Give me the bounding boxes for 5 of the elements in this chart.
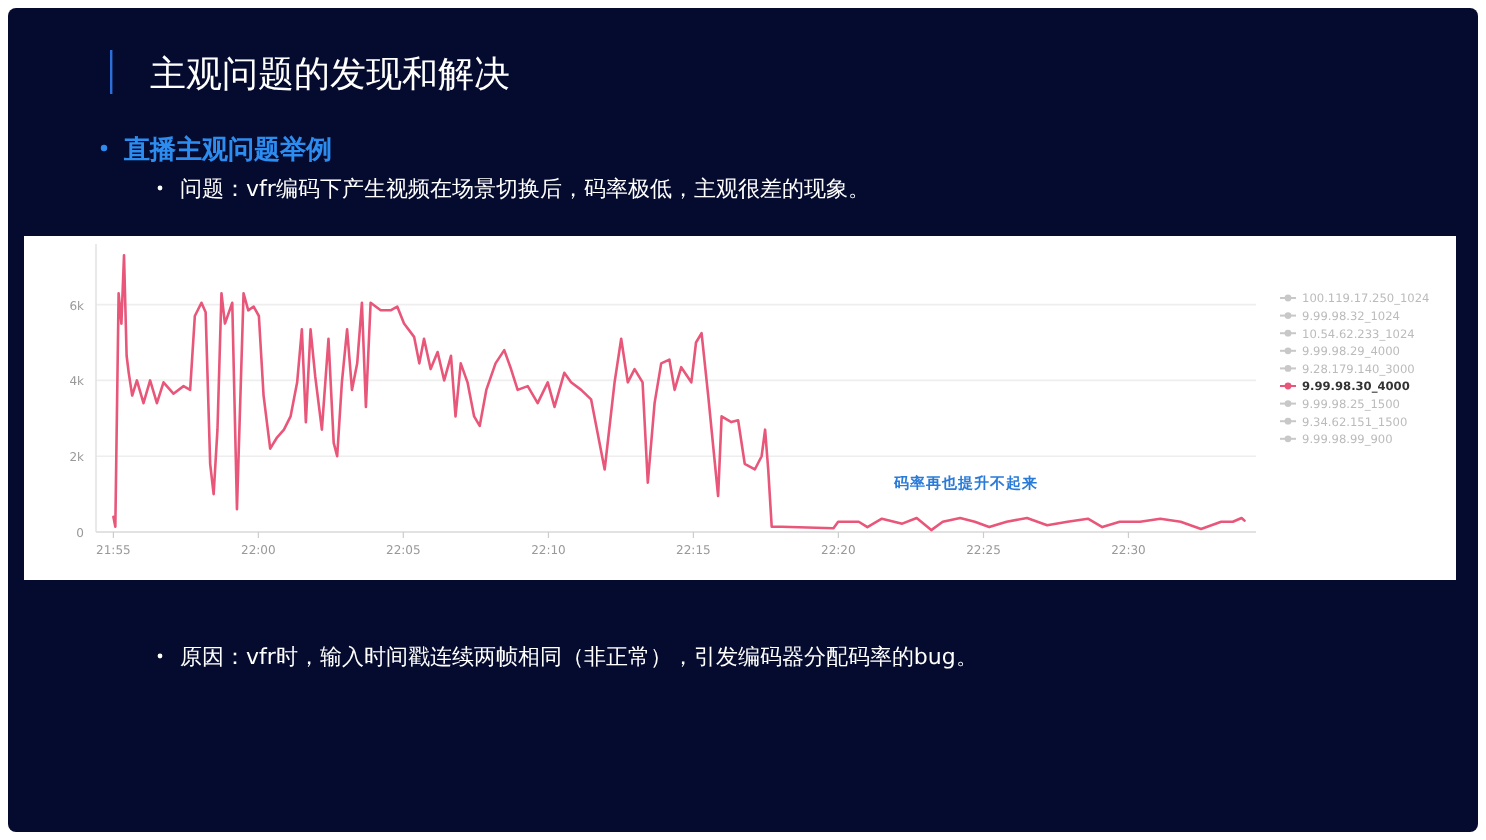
chart-subtitle: 直播主观问题举例	[122, 134, 332, 166]
text: 原因：vfr时，输入时间戳连续两帧相同（非正常），引发编码器分配码率的bug。	[180, 644, 978, 670]
text: 问题：vfr编码下产生视频在场景切换后，码率极低，主观很差的现象。	[180, 176, 870, 202]
line-series	[112, 254, 1246, 532]
chart-title: 主观问题的发现和解决	[150, 54, 510, 96]
